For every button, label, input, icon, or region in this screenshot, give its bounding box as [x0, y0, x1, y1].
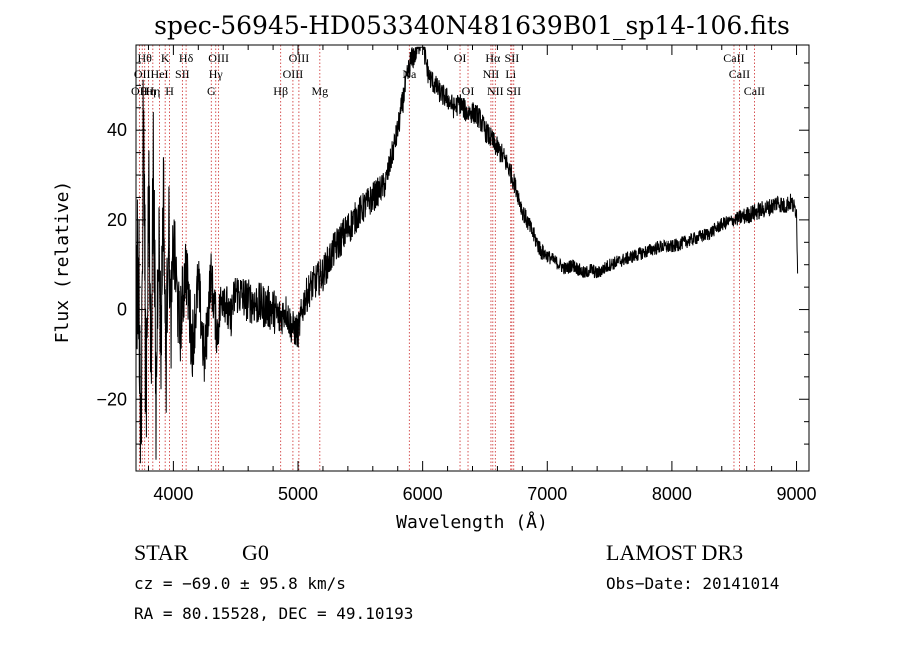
spectral-line-label: SII	[175, 67, 190, 81]
object-subclass: G0	[242, 540, 269, 565]
spectral-line-label: Hα	[485, 51, 501, 65]
y-tick-label: 0	[117, 300, 127, 320]
spectral-line-label: NII	[483, 67, 500, 81]
y-axis: −20 0 20 40	[96, 62, 809, 445]
spectral-line-label: SII	[505, 51, 520, 65]
spectral-line-markers	[138, 45, 755, 471]
spectral-line-label: Hη	[145, 84, 160, 98]
x-tick-label: 9000	[777, 484, 817, 504]
spectral-line-label: Hδ	[179, 51, 194, 65]
spectral-line-label: OIII	[283, 67, 304, 81]
redshift-velocity: cz = −69.0 ± 95.8 km/s	[134, 574, 346, 593]
spectral-line-label: Li	[505, 67, 516, 81]
chart-title: spec-56945-HD053340N481639B01_sp14-106.f…	[154, 11, 790, 40]
x-tick-label: 4000	[153, 484, 193, 504]
y-tick-label: 20	[107, 210, 127, 230]
x-tick-label: 7000	[527, 484, 567, 504]
spectral-line-label: OIII	[208, 51, 229, 65]
spectral-line-label: Mg	[311, 84, 328, 98]
x-tick-label: 8000	[652, 484, 692, 504]
observation-date: Obs−Date: 20141014	[606, 574, 779, 593]
x-axis: 4000 5000 6000 7000 8000 9000	[147, 45, 817, 504]
spectral-line-label: OII	[134, 67, 151, 81]
spectral-line-label: NII	[487, 84, 504, 98]
spectral-line-label: Hβ	[273, 84, 288, 98]
x-axis-label: Wavelength (Å)	[396, 511, 548, 533]
spectral-line-label: SII	[506, 84, 521, 98]
spectral-line-label: G	[207, 84, 216, 98]
spectral-line-label: HeI	[151, 67, 169, 81]
spectral-line-label: H	[165, 84, 174, 98]
spectral-line-label: CaII	[729, 67, 750, 81]
spectral-line-label: OIII	[289, 51, 310, 65]
y-axis-label: Flux (relative)	[52, 181, 73, 344]
x-tick-label: 6000	[403, 484, 443, 504]
spectrum-series-flux	[135, 46, 799, 464]
coordinates: RA = 80.15528, DEC = 49.10193	[134, 604, 413, 623]
spectral-line-label: Hη	[141, 84, 156, 98]
spectral-line-label: CaII	[744, 84, 765, 98]
object-class: STAR	[134, 540, 189, 565]
spectral-line-label: Hθ	[138, 51, 153, 65]
spectral-line-label: K	[161, 51, 170, 65]
y-tick-label: 40	[107, 120, 127, 140]
spectral-line-labels: OIIOIIHθHηHηHeIKHSIIHδGHγOIIIHβOIIIOIIIM…	[131, 51, 765, 98]
y-tick-label: −20	[96, 389, 127, 409]
x-tick-label: 5000	[278, 484, 318, 504]
spectral-line-label: CaII	[723, 51, 744, 65]
survey-name: LAMOST DR3	[606, 540, 743, 565]
spectral-line-label: OI	[462, 84, 475, 98]
spectral-line-label: Hγ	[209, 67, 224, 81]
spectral-line-label: OI	[454, 51, 467, 65]
